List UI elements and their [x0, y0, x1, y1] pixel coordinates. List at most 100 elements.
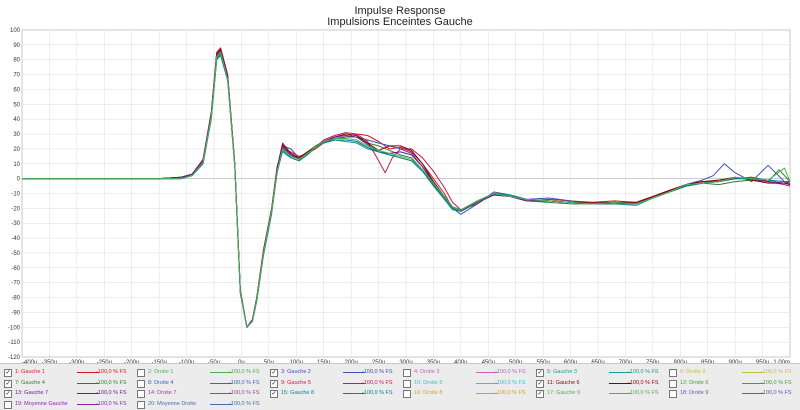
- legend-item[interactable]: 2: Droite 1 -100,0 % FS: [137, 367, 267, 378]
- y-tick-label: -70: [11, 281, 20, 287]
- x-tick-label: -350u: [42, 360, 57, 363]
- legend-swatch: [77, 382, 99, 384]
- legend-checkbox[interactable]: ✓: [536, 390, 544, 398]
- chart-subtitle: Impulsions Enceintes Gauche: [327, 16, 473, 28]
- legend-checkbox[interactable]: ✓: [4, 390, 12, 398]
- legend-value: -100,0 % FS: [229, 379, 260, 386]
- y-tick-label: 40: [13, 117, 20, 123]
- y-axis-ticks: -120-110-100-90-80-70-60-50-40-30-20-100…: [8, 28, 21, 361]
- legend-item[interactable]: 16: Droite 8 -100,0 % FS: [403, 388, 533, 399]
- legend-value: -100,0 % FS: [229, 400, 260, 407]
- x-tick-label: 800u: [674, 360, 687, 363]
- x-tick-label: 750u: [646, 360, 659, 363]
- x-axis-ticks: -400u -350u -300u -250u -200u -150u -100u -50u 0…: [22, 360, 790, 363]
- y-tick-label: -20: [11, 206, 20, 212]
- legend-label: 15: Gauche 8: [281, 390, 315, 396]
- legend-item[interactable]: ✓ 17: Gauche 9 -100,0 % FS: [536, 388, 666, 399]
- legend-label: 12: Droite 6: [680, 379, 709, 386]
- legend-label: 18: Droite 9: [680, 390, 709, 396]
- legend-swatch: [742, 372, 764, 373]
- legend-label: 17: Gauche 9: [547, 390, 581, 396]
- legend-checkbox[interactable]: [4, 400, 12, 409]
- legend-item[interactable]: 6: Droite 2 -100,0 % FS: [669, 367, 799, 378]
- legend-item[interactable]: 20: Moyenne Droite -100,0 % FS: [137, 399, 267, 410]
- x-tick-label: -100u: [179, 360, 194, 363]
- y-tick-label: -30: [11, 221, 20, 227]
- legend-item[interactable]: 4: Droite 3 -100,0 % FS: [403, 367, 533, 378]
- legend-checkbox[interactable]: ✓: [270, 369, 278, 377]
- legend-item[interactable]: ✓ 1: Gauche 1 -100,0 % FS: [4, 367, 134, 378]
- legend-label: 4: Droite 3: [414, 369, 440, 375]
- legend-value: -100,0 % FS: [761, 369, 792, 375]
- legend-item[interactable]: ✓ 5: Gauche 3 -100,0 % FS: [536, 367, 666, 378]
- y-tick-label: -90: [11, 310, 20, 316]
- legend-value: -100,0 % FS: [362, 379, 393, 386]
- legend-checkbox[interactable]: [137, 379, 145, 388]
- legend-checkbox[interactable]: ✓: [270, 379, 278, 388]
- x-tick-label: -50u: [208, 360, 220, 363]
- legend-item[interactable]: ✓ 13: Gauche 7 -100,0 % FS: [4, 388, 134, 399]
- x-tick-label: 700u: [619, 360, 632, 363]
- legend-checkbox[interactable]: [403, 369, 411, 377]
- legend-item[interactable]: ✓ 3: Gauche 2 -100,0 % FS: [270, 367, 400, 378]
- legend-item[interactable]: 14: Droite 7 -100,0 % FS: [137, 388, 267, 399]
- legend-label: 19: Moyenne Gauche: [15, 400, 68, 407]
- legend-label: 6: Droite 2: [680, 369, 706, 375]
- x-tick-label: 950u: [756, 360, 769, 363]
- legend-swatch: [609, 393, 631, 394]
- legend-swatch: [476, 372, 498, 373]
- legend-item[interactable]: ✓ 11: Gauche 6 -100,0 % FS: [536, 378, 666, 389]
- x-tick-label: 0u: [238, 360, 245, 363]
- x-tick-label: 900u: [728, 360, 741, 363]
- legend-checkbox[interactable]: [403, 390, 411, 398]
- legend-value: -100,0 % FS: [495, 369, 526, 375]
- legend-checkbox[interactable]: [669, 369, 677, 377]
- series-lines: [22, 47, 791, 328]
- y-tick-label: 80: [13, 58, 20, 64]
- legend-item[interactable]: 8: Droite 4 -100,0 % FS: [137, 378, 267, 389]
- legend-value: -100,0 % FS: [96, 390, 127, 396]
- legend-value: -100,0 % FS: [495, 390, 526, 396]
- legend-value: -100,0 % FS: [628, 390, 659, 396]
- legend-swatch: [210, 403, 232, 405]
- y-tick-label: -60: [11, 266, 20, 272]
- legend-item[interactable]: 18: Droite 9 -100,0 % FS: [669, 388, 799, 399]
- legend-swatch: [210, 393, 232, 394]
- x-tick-label: 600u: [564, 360, 577, 363]
- legend-swatch: [77, 403, 99, 405]
- legend-checkbox[interactable]: [137, 390, 145, 398]
- y-tick-label: -100: [8, 325, 21, 331]
- legend-item[interactable]: ✓ 9: Gauche 5 -100,0 % FS: [270, 378, 400, 389]
- y-tick-label: -40: [11, 236, 20, 242]
- legend-item[interactable]: 12: Droite 6 -100,0 % FS: [669, 378, 799, 389]
- y-tick-label: 0: [17, 177, 21, 183]
- legend-checkbox[interactable]: [403, 379, 411, 388]
- legend-swatch: [77, 393, 99, 394]
- y-tick-label: -50: [11, 251, 20, 257]
- legend-checkbox[interactable]: [137, 369, 145, 377]
- legend-checkbox[interactable]: [669, 390, 677, 398]
- legend-checkbox[interactable]: [137, 400, 145, 409]
- y-tick-label: -110: [8, 340, 20, 346]
- legend-checkbox[interactable]: [669, 379, 677, 388]
- y-tick-label: 50: [13, 102, 20, 108]
- x-tick-label: 300u: [399, 360, 412, 363]
- legend-checkbox[interactable]: ✓: [536, 369, 544, 377]
- y-tick-label: 60: [13, 87, 20, 93]
- legend-value: -100,0 % FS: [628, 369, 659, 375]
- x-tick-label: -200u: [124, 360, 139, 363]
- legend-checkbox[interactable]: ✓: [4, 369, 12, 377]
- legend-value: -100,0 % FS: [96, 379, 127, 386]
- y-tick-label: -120: [8, 355, 21, 361]
- legend-checkbox[interactable]: ✓: [536, 379, 544, 388]
- legend-value: -100,0 % FS: [362, 369, 393, 375]
- y-tick-label: 10: [13, 162, 20, 168]
- legend-item[interactable]: ✓ 15: Gauche 8 -100,0 % FS: [270, 388, 400, 399]
- legend-item[interactable]: ✓ 7: Gauche 4 -100,0 % FS: [4, 378, 134, 389]
- legend-checkbox[interactable]: ✓: [270, 390, 278, 398]
- x-tick-label: 450u: [482, 360, 495, 363]
- legend-item[interactable]: 10: Droite 5 -100,0 % FS: [403, 378, 533, 389]
- legend-item[interactable]: 19: Moyenne Gauche -100,0 % FS: [4, 399, 134, 410]
- impulse-response-chart: Impulse Response Impulsions Enceintes Ga…: [8, 5, 791, 363]
- legend-checkbox[interactable]: ✓: [4, 379, 12, 388]
